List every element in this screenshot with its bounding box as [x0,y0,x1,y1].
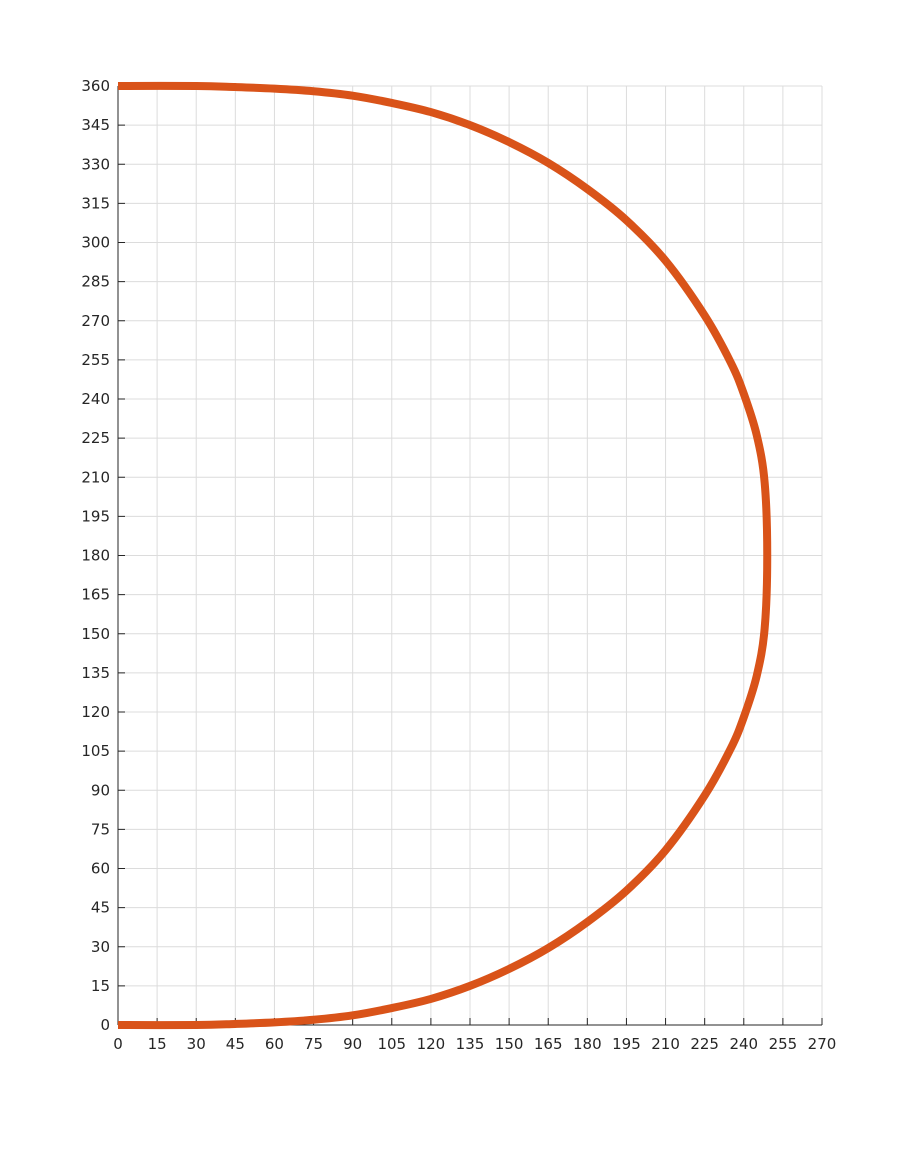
y-tick-label: 360 [81,77,110,95]
y-tick-label: 285 [81,273,110,291]
x-tick-label: 45 [226,1035,245,1053]
y-tick-label: 0 [100,1016,110,1034]
y-tick-label: 165 [81,586,110,604]
y-tick-label: 210 [81,468,110,486]
series-line-0 [117,81,772,1030]
x-tick-label: 15 [148,1035,167,1053]
x-tick-label: 195 [612,1035,641,1053]
x-tick-label: 255 [769,1035,798,1053]
y-tick-label: 90 [91,781,110,799]
x-tick-label: 105 [377,1035,406,1053]
grid [117,85,823,1026]
y-tick-label: 330 [81,155,110,173]
y-tick-label: 120 [81,703,110,721]
y-tick-label: 15 [91,977,110,995]
ticks: 0 15 30 45 60 75 90 105 120 135 150 165 180 195 210 225… [81,77,836,1053]
y-tick-label: 60 [91,860,110,878]
y-tick-label: 270 [81,312,110,330]
y-tick-label: 45 [91,899,110,917]
y-tick-label: 135 [81,664,110,682]
y-tick-label: 30 [91,938,110,956]
x-tick-label: 165 [534,1035,563,1053]
x-tick-label: 210 [651,1035,680,1053]
x-tick-label: 135 [456,1035,485,1053]
x-tick-label: 120 [417,1035,446,1053]
x-tick-label: 30 [187,1035,206,1053]
y-tick-label: 300 [81,234,110,252]
x-tick-label: 240 [729,1035,758,1053]
y-tick-label: 105 [81,742,110,760]
x-tick-label: 270 [808,1035,837,1053]
x-tick-label: 225 [690,1035,719,1053]
y-tick-label: 315 [81,194,110,212]
series-layer [117,81,772,1030]
x-tick-label: 60 [265,1035,284,1053]
x-tick-label: 180 [573,1035,602,1053]
y-tick-label: 240 [81,390,110,408]
x-tick-label: 75 [304,1035,323,1053]
y-tick-label: 225 [81,429,110,447]
y-tick-label: 75 [91,820,110,838]
y-tick-label: 255 [81,351,110,369]
y-tick-label: 345 [81,116,110,134]
y-tick-label: 150 [81,625,110,643]
y-tick-label: 195 [81,507,110,525]
x-tick-label: 0 [113,1035,123,1053]
y-tick-label: 180 [81,547,110,565]
x-tick-label: 150 [495,1035,524,1053]
x-tick-label: 90 [343,1035,362,1053]
